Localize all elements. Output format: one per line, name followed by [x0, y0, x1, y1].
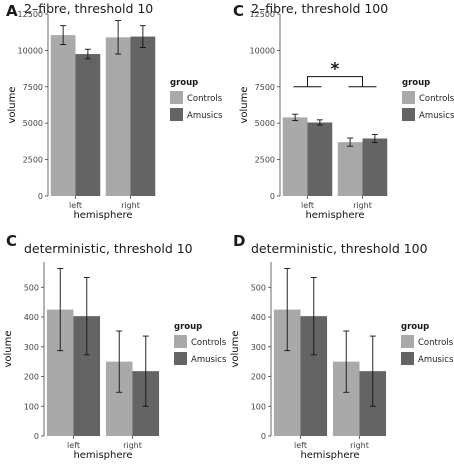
y-tick-label: 200: [24, 373, 39, 382]
y-axis-label: volume: [3, 330, 14, 367]
y-tick-label: 12500: [250, 10, 275, 19]
x-axis-label: hemisphere: [300, 450, 359, 461]
y-tick-label: 300: [24, 343, 39, 352]
panel-title: deterministic, threshold 100: [251, 241, 428, 256]
legend-title: group: [170, 78, 198, 88]
legend-label-controls: Controls: [418, 338, 454, 348]
y-tick-label: 0: [38, 192, 43, 201]
y-tick-label: 500: [251, 283, 266, 292]
legend-label-amusics: Amusics: [419, 111, 454, 121]
y-tick-label: 10000: [18, 46, 43, 55]
x-tick-label: right: [350, 441, 369, 450]
y-tick-label: 0: [261, 432, 266, 441]
legend-swatch-controls: [174, 335, 187, 348]
legend-title: group: [401, 322, 429, 332]
y-tick-label: 400: [24, 313, 39, 322]
y-axis-label: volume: [230, 330, 241, 367]
legend-label-amusics: Amusics: [187, 111, 223, 121]
y-tick-label: 12500: [18, 10, 43, 19]
y-tick-label: 5000: [23, 119, 43, 128]
x-tick-label: left: [294, 441, 307, 450]
bar-amusics-left: [75, 54, 101, 196]
legend-swatch-controls: [402, 91, 415, 104]
legend-label-amusics: Amusics: [418, 355, 454, 365]
bar-amusics-left: [307, 122, 333, 196]
panel-title: deterministic, threshold 10: [24, 241, 193, 256]
y-tick-label: 300: [251, 343, 266, 352]
y-tick-label: 2500: [255, 156, 275, 165]
y-tick-label: 0: [270, 192, 275, 201]
bar-controls-right: [105, 37, 131, 196]
legend-label-controls: Controls: [191, 338, 227, 348]
panel-1: C 2–fibre, threshold 100 0 2500 5000 7500 1000…: [233, 1, 454, 221]
x-axis-label: hemisphere: [305, 210, 364, 221]
panel-letter: C: [233, 2, 244, 20]
bar-amusics-right: [130, 36, 156, 197]
y-tick-label: 0: [34, 432, 39, 441]
bar-controls-right: [337, 142, 363, 196]
y-tick-label: 10000: [250, 46, 275, 55]
y-tick-label: 500: [24, 283, 39, 292]
panel-letter: D: [233, 232, 245, 250]
legend-swatch-amusics: [401, 352, 414, 365]
x-tick-label: left: [301, 201, 314, 210]
legend-swatch-amusics: [170, 108, 183, 121]
panel-title: 2–fibre, threshold 100: [251, 1, 388, 16]
y-tick-label: 200: [251, 373, 266, 382]
legend-label-controls: Controls: [187, 94, 223, 104]
legend-swatch-amusics: [402, 108, 415, 121]
bar-amusics-right: [362, 138, 388, 196]
legend-label-controls: Controls: [419, 94, 454, 104]
x-tick-label: right: [353, 201, 372, 210]
legend-title: group: [402, 78, 430, 88]
panel-title: 2–fibre, threshold 10: [24, 1, 153, 16]
y-tick-label: 7500: [255, 83, 275, 92]
legend-swatch-amusics: [174, 352, 187, 365]
bar-controls-left: [50, 35, 76, 196]
y-tick-label: 400: [251, 313, 266, 322]
x-tick-label: right: [123, 441, 142, 450]
y-axis-label: volume: [239, 86, 250, 123]
panel-letter: A: [6, 2, 18, 20]
y-axis-label: volume: [7, 86, 18, 123]
legend-label-amusics: Amusics: [191, 355, 227, 365]
y-tick-label: 100: [24, 402, 39, 411]
bar-controls-left: [282, 117, 308, 196]
x-axis-label: hemisphere: [73, 450, 132, 461]
legend-swatch-controls: [401, 335, 414, 348]
x-tick-label: left: [67, 441, 80, 450]
y-tick-label: 5000: [255, 119, 275, 128]
legend-title: group: [174, 322, 202, 332]
x-tick-label: left: [69, 201, 82, 210]
legend-swatch-controls: [170, 91, 183, 104]
x-tick-label: right: [121, 201, 140, 210]
significance-bracket: [307, 76, 363, 87]
y-tick-label: 2500: [23, 156, 43, 165]
y-tick-label: 7500: [23, 83, 43, 92]
y-tick-label: 100: [251, 402, 266, 411]
panel-letter: C: [6, 232, 17, 250]
x-axis-label: hemisphere: [73, 210, 132, 221]
significance-star: *: [331, 60, 340, 80]
panel-0: A 2–fibre, threshold 10 0 2500 5000 7500 10000…: [6, 1, 223, 221]
